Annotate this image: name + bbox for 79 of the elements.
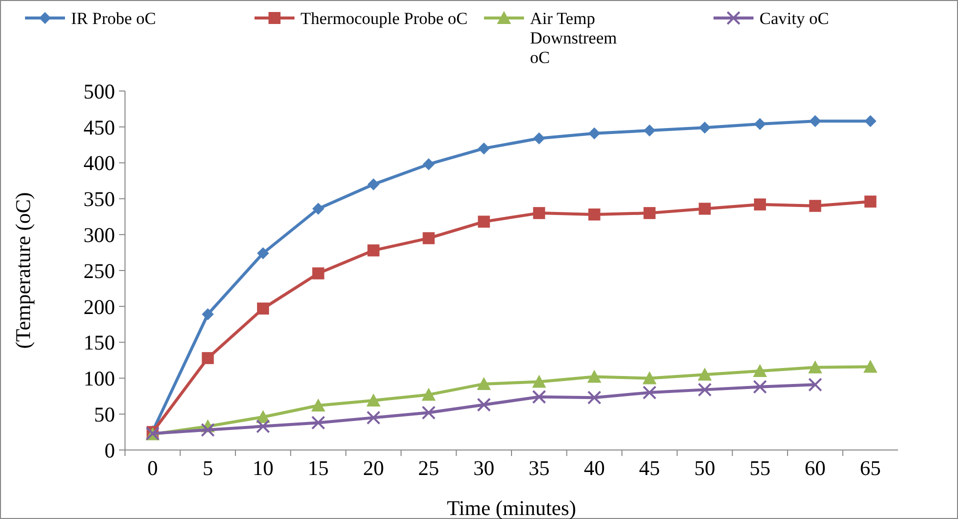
point bbox=[698, 202, 711, 215]
y-tick-label: 500 bbox=[84, 79, 115, 104]
x-tick-label: 65 bbox=[860, 456, 881, 480]
y-tick-label: 0 bbox=[104, 438, 115, 462]
y-tick-label: 300 bbox=[84, 222, 115, 247]
point bbox=[422, 232, 435, 244]
x-tick-label: 20 bbox=[362, 456, 384, 480]
point bbox=[698, 382, 712, 397]
point bbox=[200, 422, 215, 437]
x-tick-label: 10 bbox=[252, 456, 274, 480]
point bbox=[808, 378, 822, 392]
legend-label: Thermocouple Probe oC bbox=[300, 8, 468, 28]
point bbox=[533, 207, 546, 220]
point bbox=[366, 410, 380, 425]
point bbox=[752, 380, 767, 394]
point bbox=[642, 371, 657, 384]
point bbox=[367, 244, 380, 256]
point bbox=[312, 202, 324, 215]
point bbox=[532, 390, 546, 404]
point bbox=[256, 419, 270, 434]
point bbox=[476, 376, 491, 390]
point bbox=[422, 406, 436, 420]
point bbox=[864, 115, 876, 128]
legend-label: IR Probe oC bbox=[71, 8, 156, 28]
x-tick-label: 35 bbox=[528, 456, 550, 480]
point bbox=[478, 142, 490, 154]
y-tick-label: 250 bbox=[84, 258, 115, 283]
point bbox=[202, 308, 214, 320]
x-tick-label: 55 bbox=[749, 456, 770, 480]
y-tick-label: 50 bbox=[94, 402, 115, 426]
x-tick-label: 30 bbox=[473, 456, 494, 480]
point bbox=[644, 124, 656, 136]
legend-label: Cavity oC bbox=[760, 8, 829, 28]
point bbox=[642, 386, 657, 400]
point bbox=[478, 216, 490, 228]
point bbox=[588, 208, 600, 220]
point bbox=[532, 374, 546, 388]
x-tick-label: 50 bbox=[694, 456, 716, 480]
point bbox=[257, 247, 270, 260]
point bbox=[312, 267, 324, 280]
point bbox=[809, 200, 822, 212]
point bbox=[754, 118, 766, 130]
y-axis-title: (Temperature (oC) bbox=[11, 192, 35, 349]
point bbox=[367, 178, 380, 190]
point bbox=[311, 416, 326, 430]
x-tick-label: 45 bbox=[639, 456, 660, 480]
y-tick-label: 150 bbox=[84, 330, 115, 355]
point bbox=[588, 127, 600, 140]
x-tick-label: 25 bbox=[418, 456, 440, 480]
point bbox=[533, 132, 546, 144]
point bbox=[863, 360, 878, 373]
point bbox=[311, 398, 326, 412]
point bbox=[644, 207, 656, 220]
legend-label: Air Temp Downstreem oC bbox=[530, 8, 617, 68]
point bbox=[422, 158, 435, 170]
point bbox=[808, 360, 822, 374]
x-tick-label: 15 bbox=[308, 456, 329, 480]
point bbox=[698, 368, 712, 381]
point bbox=[422, 388, 436, 401]
point bbox=[476, 398, 491, 412]
point bbox=[698, 122, 711, 134]
point bbox=[202, 352, 214, 364]
point bbox=[587, 370, 602, 383]
point bbox=[366, 393, 380, 406]
y-tick-label: 100 bbox=[84, 366, 115, 391]
point bbox=[809, 115, 822, 128]
y-tick-label: 450 bbox=[84, 115, 115, 140]
point bbox=[752, 364, 767, 378]
x-tick-label: 5 bbox=[202, 456, 214, 480]
point bbox=[754, 198, 766, 210]
point bbox=[587, 390, 602, 405]
x-tick-label: 60 bbox=[804, 456, 826, 480]
point bbox=[864, 196, 876, 208]
x-tick-label: 0 bbox=[147, 456, 158, 480]
point bbox=[257, 302, 270, 315]
y-tick-label: 400 bbox=[84, 151, 115, 176]
y-tick-label: 200 bbox=[84, 294, 115, 319]
y-tick-label: 350 bbox=[84, 187, 115, 212]
x-tick-label: 40 bbox=[584, 456, 605, 480]
